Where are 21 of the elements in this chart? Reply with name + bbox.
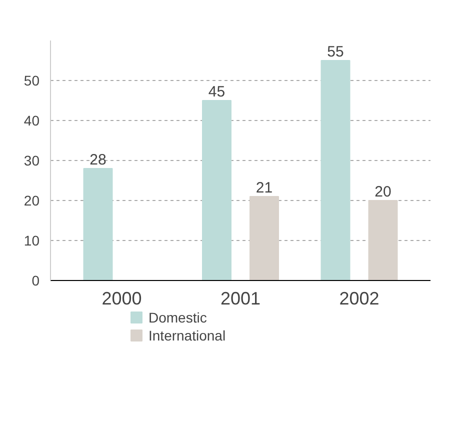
data-label: 28 (90, 152, 106, 168)
x-tick-label: 2000 (102, 288, 142, 308)
legend-label: Domestic (148, 310, 207, 326)
data-label: 20 (374, 184, 392, 200)
x-tick-label: 2002 (339, 288, 380, 308)
data-label: 21 (256, 180, 273, 196)
y-tick-label: 0 (32, 272, 40, 288)
data-label: 45 (208, 84, 226, 100)
bar (250, 196, 279, 280)
bar (320, 60, 350, 280)
y-tick-label: 50 (24, 72, 40, 88)
bar (368, 200, 398, 280)
y-tick-label: 40 (24, 112, 40, 128)
data-label: 55 (327, 44, 344, 60)
y-tick-label: 20 (24, 192, 40, 208)
y-tick-label: 10 (24, 232, 40, 248)
bar (83, 168, 113, 280)
bar (202, 100, 232, 280)
legend-label: International (148, 328, 226, 344)
y-tick-label: 30 (24, 152, 40, 168)
x-tick-label: 2001 (220, 288, 261, 308)
